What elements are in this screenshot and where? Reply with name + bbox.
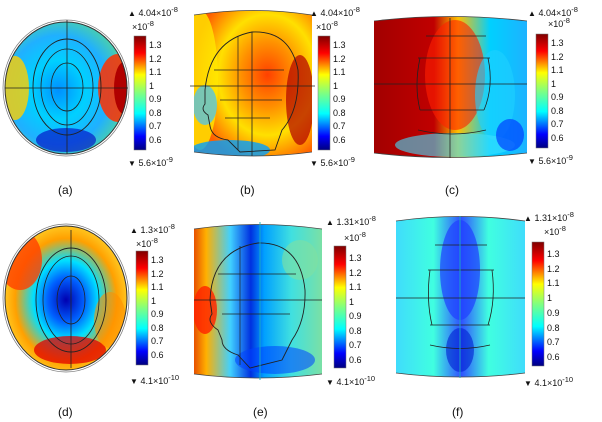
colorbar-tick-label: 1.2 <box>547 263 560 274</box>
colorbar-tick-label: 1.3 <box>333 40 346 50</box>
colorbar-c-min: ▼ 5.6×10-9 <box>528 153 573 166</box>
colorbar-tick-label: 0.8 <box>151 322 164 333</box>
colorbar-tick-label: 0.6 <box>333 134 346 145</box>
colorbar-tick-label: 1.2 <box>551 51 564 62</box>
colorbar-e <box>333 245 347 369</box>
colorbar-tick-label: 1.1 <box>333 67 346 77</box>
label-b: (b) <box>240 183 255 197</box>
label-f: (f) <box>452 405 464 419</box>
colorbar-tick-label: 0.9 <box>551 92 564 102</box>
colorbar-d-scale: ×10-8 <box>136 236 158 249</box>
panel-e-plot <box>193 222 323 380</box>
colorbar-tick-label: 1.2 <box>149 53 162 64</box>
colorbar-tick-label: 1 <box>349 296 355 307</box>
colorbar-tick-label: 0.7 <box>349 340 362 350</box>
label-a: (a) <box>58 183 73 197</box>
colorbar-tick-label: 0.8 <box>547 322 560 333</box>
colorbar-c-scale: ×10-8 <box>548 16 570 29</box>
colorbar-tick-label: 1.1 <box>349 282 362 292</box>
colorbar-tick-label: 0.7 <box>547 337 560 348</box>
colorbar-tick-label: 1.1 <box>547 278 560 289</box>
colorbar-tick-label: 1 <box>151 295 157 306</box>
colorbar-tick-label: 0.9 <box>151 309 164 319</box>
colorbar-tick-label: 1.2 <box>349 267 362 278</box>
colorbar-tick-label: 0.7 <box>149 121 162 131</box>
colorbar-tick-label: 1.3 <box>547 249 560 259</box>
colorbar-tick-label: 1 <box>547 293 553 304</box>
colorbar-e-min: ▼ 4.1×10-10 <box>326 374 376 387</box>
colorbar-tick-label: 1.2 <box>333 53 346 64</box>
colorbar-tick-label: 0.8 <box>149 107 162 118</box>
colorbar-b-min: ▼ 5.6×10-9 <box>310 155 355 168</box>
colorbar-tick-label: 0.9 <box>333 94 346 104</box>
colorbar-tick-label: 0.9 <box>547 307 560 318</box>
colorbar-tick-label: 1.3 <box>149 40 162 50</box>
colorbar-tick-label: 1.1 <box>551 65 564 75</box>
panel-c-plot <box>373 16 528 158</box>
colorbar-tick-label: 0.6 <box>547 351 560 362</box>
colorbar-c <box>535 33 549 149</box>
colorbar-tick-label: 0.6 <box>551 132 564 143</box>
colorbar-f-max: ▲ 1.31×10-8 <box>524 210 574 223</box>
colorbar-tick-label: 0.8 <box>551 105 564 116</box>
panel-b-plot <box>190 10 315 157</box>
colorbar-f-scale: ×10-8 <box>544 224 566 237</box>
colorbar-tick-label: 0.8 <box>333 107 346 118</box>
colorbar-b <box>317 35 331 151</box>
colorbar-tick-label: 0.7 <box>333 121 346 131</box>
colorbar-tick-label: 0.9 <box>349 311 362 321</box>
colorbar-f-min: ▼ 4.1×10-10 <box>524 375 574 388</box>
colorbar-f <box>531 241 545 367</box>
panel-a-plot <box>2 19 130 157</box>
colorbar-d-max: ▲ 1.3×10-8 <box>130 222 175 235</box>
colorbar-tick-label: 1 <box>149 80 155 91</box>
label-d: (d) <box>58 405 73 419</box>
colorbar-tick-label: 1 <box>551 78 557 89</box>
colorbar-tick-label: 1.1 <box>149 67 162 77</box>
colorbar-c-max: ▲ 4.04×10-8 <box>528 5 578 18</box>
colorbar-tick-label: 1.3 <box>151 255 164 265</box>
colorbar-a-scale: ×10-8 <box>132 19 154 32</box>
panel-f-plot <box>395 216 526 378</box>
colorbar-d <box>135 250 149 366</box>
colorbar-a <box>133 35 147 151</box>
colorbar-d-min: ▼ 4.1×10-10 <box>130 373 180 386</box>
colorbar-b-scale: ×10-8 <box>316 19 338 32</box>
colorbar-tick-label: 1.1 <box>151 282 164 292</box>
colorbar-e-scale: ×10-8 <box>344 230 366 243</box>
colorbar-a-min: ▼ 5.6×10-9 <box>128 155 173 168</box>
colorbar-tick-label: 0.8 <box>349 325 362 336</box>
colorbar-tick-label: 1.3 <box>551 38 564 48</box>
colorbar-e-max: ▲ 1.31×10-8 <box>326 214 376 227</box>
colorbar-a-max: ▲ 4.04×10-8 <box>128 5 178 18</box>
colorbar-tick-label: 0.6 <box>149 134 162 145</box>
colorbar-tick-label: 1.2 <box>151 268 164 279</box>
colorbar-tick-label: 0.6 <box>151 349 164 360</box>
label-e: (e) <box>253 405 268 419</box>
label-c: (c) <box>445 183 459 197</box>
colorbar-tick-label: 0.9 <box>149 94 162 104</box>
colorbar-tick-label: 1.3 <box>349 253 362 263</box>
colorbar-tick-label: 0.7 <box>551 119 564 129</box>
colorbar-tick-label: 0.6 <box>349 354 362 365</box>
colorbar-tick-label: 0.7 <box>151 336 164 346</box>
colorbar-tick-label: 1 <box>333 80 339 91</box>
colorbar-b-max: ▲ 4.04×10-8 <box>310 5 360 18</box>
panel-d-plot <box>2 223 130 373</box>
